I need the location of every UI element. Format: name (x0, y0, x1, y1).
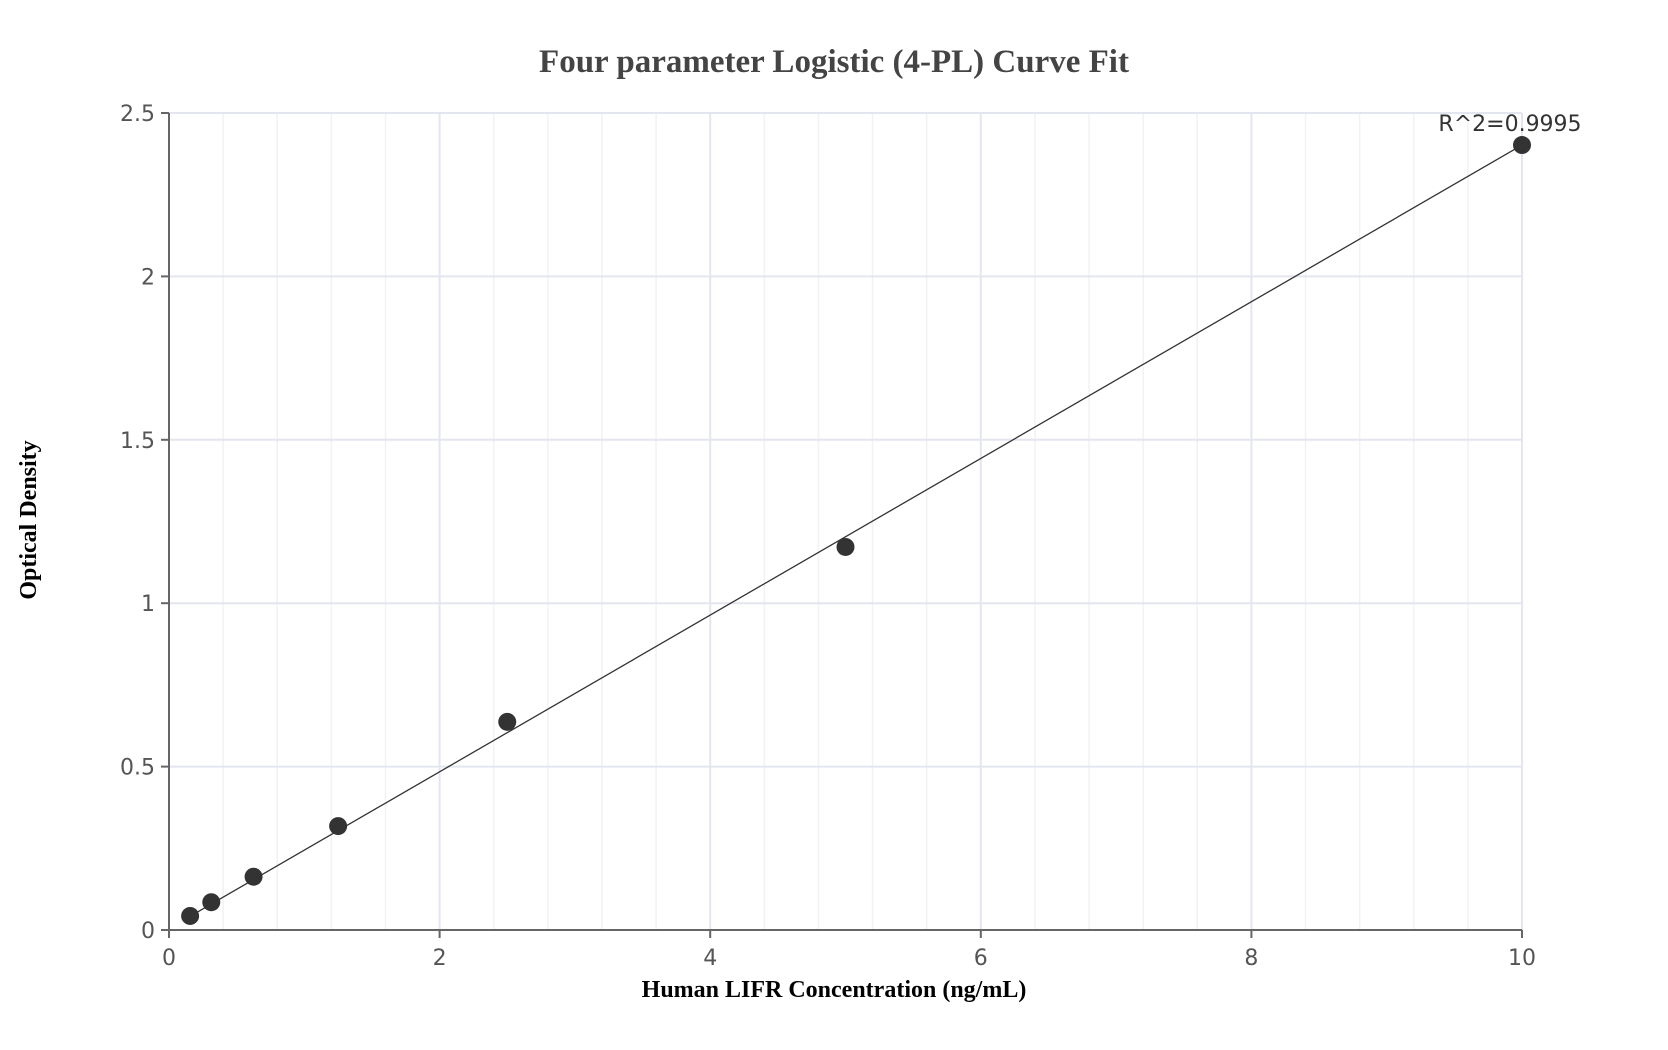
data-point (181, 906, 200, 925)
x-tick-label: 10 (1508, 946, 1536, 971)
data-point (836, 537, 855, 556)
y-tick-label: 1.5 (120, 429, 155, 454)
x-tick-label: 4 (703, 946, 717, 971)
fit-curve (189, 144, 1523, 917)
x-tick-label: 6 (974, 946, 988, 971)
x-tick-label: 8 (1244, 946, 1258, 971)
x-tick-label: 0 (162, 946, 176, 971)
y-tick-label: 1 (141, 592, 155, 617)
data-point (498, 712, 517, 731)
data-point (244, 867, 263, 886)
data-series (181, 136, 1531, 925)
y-axis-title: Optical Density (16, 440, 42, 599)
grid (169, 112, 1523, 930)
r-squared-annotation: R^2=0.9995 (1438, 112, 1581, 137)
x-tick-label: 2 (433, 946, 447, 971)
data-point (1513, 136, 1531, 155)
y-tick-label: 0.5 (120, 756, 155, 781)
axes (161, 112, 1523, 938)
data-point (202, 893, 221, 912)
tick-labels: 0 2 4 6 8 10 0 0.5 1 1.5 2 2.5 (120, 102, 1536, 971)
y-tick-label: 2 (141, 265, 155, 290)
data-point (329, 817, 348, 836)
x-axis-title: Human LIFR Concentration (ng/mL) (642, 977, 1027, 1003)
chart-title: Four parameter Logistic (4-PL) Curve Fit (539, 44, 1129, 80)
y-tick-label: 2.5 (120, 102, 155, 127)
y-tick-label: 0 (141, 919, 155, 944)
